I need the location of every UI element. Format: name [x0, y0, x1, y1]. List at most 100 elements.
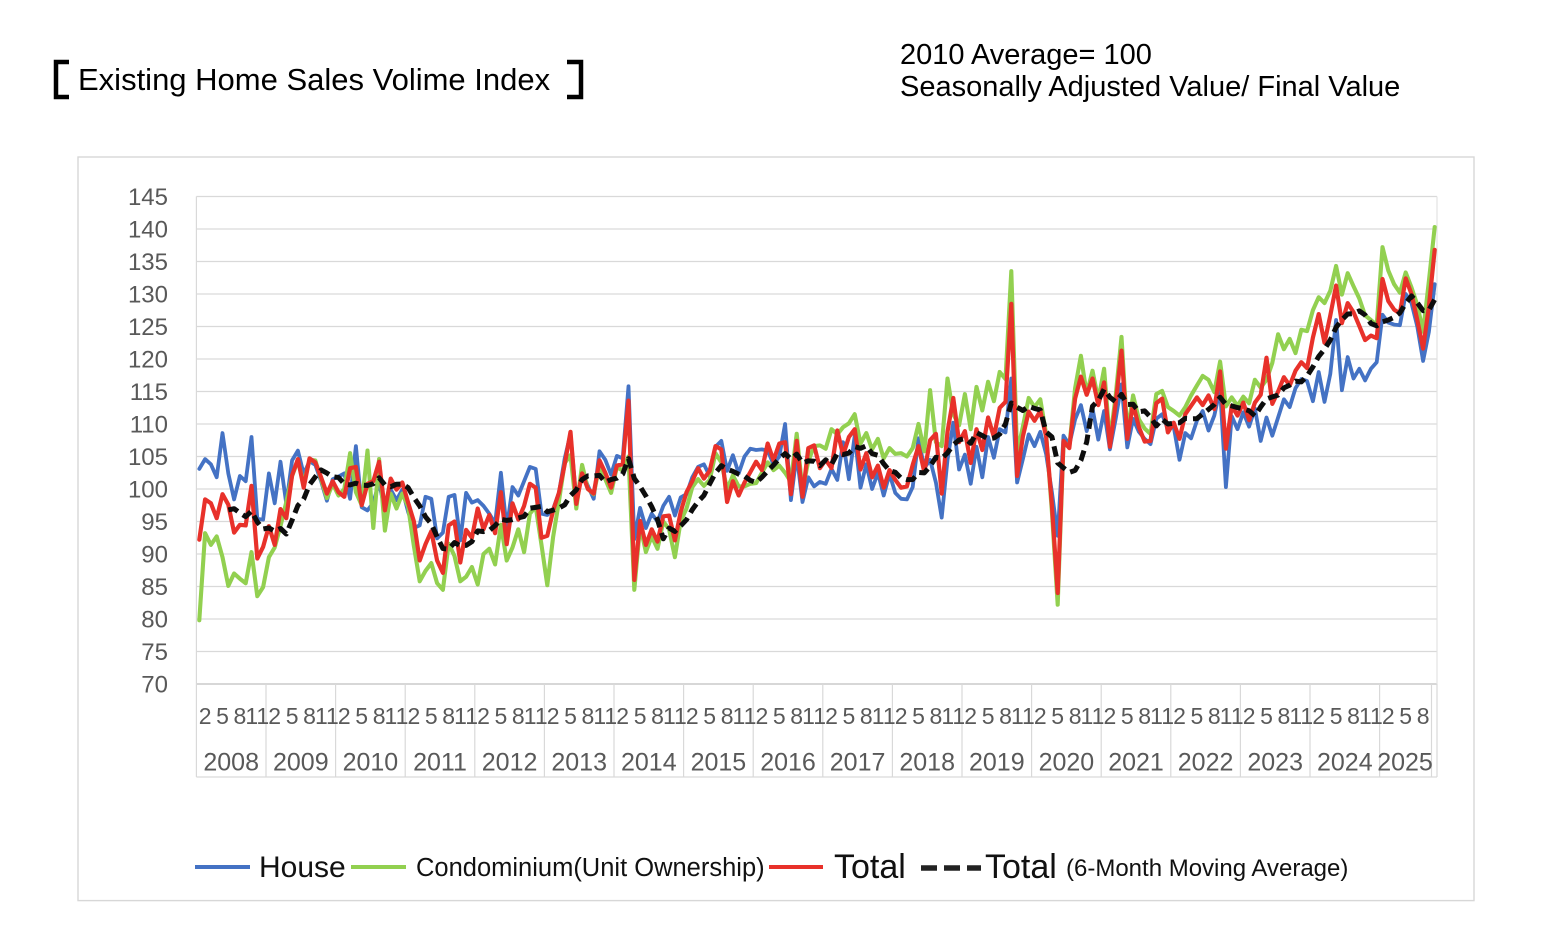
svg-text:2: 2: [1312, 703, 1325, 729]
svg-text:2: 2: [1382, 703, 1395, 729]
svg-text:2: 2: [756, 703, 769, 729]
svg-text:110: 110: [130, 412, 168, 439]
svg-text:5: 5: [425, 703, 438, 729]
svg-text:2: 2: [477, 703, 490, 729]
svg-text:11: 11: [524, 703, 548, 729]
svg-text:11: 11: [593, 703, 617, 729]
svg-text:8: 8: [373, 703, 386, 729]
svg-text:8: 8: [860, 703, 873, 729]
svg-text:145: 145: [128, 184, 168, 211]
svg-text:5: 5: [843, 703, 856, 729]
svg-text:2013: 2013: [551, 749, 607, 777]
svg-text:8: 8: [582, 703, 595, 729]
svg-text:Condominium(Unit Ownership): Condominium(Unit Ownership): [416, 854, 765, 882]
svg-text:5: 5: [564, 703, 577, 729]
svg-text:8: 8: [651, 703, 664, 729]
svg-text:90: 90: [141, 542, 168, 569]
svg-text:11: 11: [872, 703, 896, 729]
svg-text:2022: 2022: [1178, 749, 1234, 777]
svg-text:135: 135: [128, 249, 168, 276]
svg-text:11: 11: [1150, 703, 1174, 729]
svg-text:140: 140: [128, 217, 168, 244]
svg-text:70: 70: [141, 672, 168, 699]
svg-text:5: 5: [1121, 703, 1134, 729]
svg-text:2: 2: [547, 703, 560, 729]
svg-text:8: 8: [1417, 703, 1430, 729]
svg-text:2019: 2019: [969, 749, 1025, 777]
svg-text:2023: 2023: [1247, 749, 1303, 777]
svg-text:8: 8: [790, 703, 803, 729]
svg-text:2: 2: [1243, 703, 1256, 729]
svg-text:8: 8: [1069, 703, 1082, 729]
svg-text:2: 2: [1173, 703, 1186, 729]
svg-text:11: 11: [385, 703, 409, 729]
svg-text:11: 11: [315, 703, 339, 729]
svg-text:8: 8: [1208, 703, 1221, 729]
svg-text:11: 11: [1081, 703, 1105, 729]
svg-text:2: 2: [686, 703, 699, 729]
svg-text:2024: 2024: [1317, 749, 1373, 777]
svg-text:11: 11: [663, 703, 687, 729]
svg-text:11: 11: [1011, 703, 1035, 729]
svg-text:2020: 2020: [1039, 749, 1095, 777]
svg-text:Total: Total: [834, 848, 906, 886]
svg-text:11: 11: [454, 703, 478, 729]
svg-text:2014: 2014: [621, 749, 677, 777]
svg-text:5: 5: [982, 703, 995, 729]
svg-text:5: 5: [286, 703, 299, 729]
svg-text:2: 2: [268, 703, 281, 729]
svg-text:95: 95: [141, 509, 168, 536]
svg-text:11: 11: [245, 703, 269, 729]
svg-text:5: 5: [1330, 703, 1343, 729]
svg-text:8: 8: [930, 703, 943, 729]
svg-text:2: 2: [199, 703, 212, 729]
svg-text:2017: 2017: [830, 749, 886, 777]
svg-text:5: 5: [216, 703, 229, 729]
svg-text:11: 11: [733, 703, 757, 729]
svg-text:2018: 2018: [899, 749, 955, 777]
svg-text:House: House: [259, 851, 346, 884]
svg-text:11: 11: [941, 703, 965, 729]
svg-text:8: 8: [721, 703, 734, 729]
svg-text:2008: 2008: [203, 749, 259, 777]
svg-text:Total: Total: [985, 848, 1057, 886]
svg-text:5: 5: [355, 703, 368, 729]
svg-text:120: 120: [128, 347, 168, 374]
svg-text:2: 2: [408, 703, 421, 729]
svg-text:5: 5: [1260, 703, 1273, 729]
svg-text:2: 2: [895, 703, 908, 729]
svg-text:2011: 2011: [413, 749, 467, 777]
svg-text:5: 5: [1191, 703, 1204, 729]
svg-text:2009: 2009: [273, 749, 329, 777]
svg-text:2: 2: [825, 703, 838, 729]
svg-text:130: 130: [128, 282, 168, 309]
svg-text:Existing Home Sales Volime In: Existing Home Sales Volime Index: [78, 62, 551, 97]
svg-text:2010: 2010: [343, 749, 399, 777]
svg-text:8: 8: [303, 703, 316, 729]
svg-text:2010 Average= 100: 2010 Average= 100: [900, 39, 1152, 71]
svg-text:8: 8: [1347, 703, 1360, 729]
svg-text:2016: 2016: [760, 749, 816, 777]
svg-text:11: 11: [1220, 703, 1244, 729]
svg-text:2: 2: [616, 703, 629, 729]
svg-text:5: 5: [1051, 703, 1064, 729]
svg-text:100: 100: [128, 477, 168, 504]
svg-text:5: 5: [1399, 703, 1412, 729]
svg-text:11: 11: [1289, 703, 1313, 729]
svg-text:5: 5: [773, 703, 786, 729]
svg-text:2: 2: [1034, 703, 1047, 729]
svg-text:(6-Month Moving Average): (6-Month Moving Average): [1066, 855, 1348, 882]
svg-text:5: 5: [495, 703, 508, 729]
svg-text:8: 8: [442, 703, 455, 729]
svg-text:5: 5: [703, 703, 716, 729]
svg-text:2012: 2012: [482, 749, 538, 777]
svg-text:8: 8: [1278, 703, 1291, 729]
svg-text:2015: 2015: [691, 749, 747, 777]
svg-text:2: 2: [338, 703, 351, 729]
svg-text:8: 8: [234, 703, 247, 729]
svg-text:5: 5: [912, 703, 925, 729]
svg-text:8: 8: [999, 703, 1012, 729]
svg-text:11: 11: [802, 703, 826, 729]
svg-text:2021: 2021: [1108, 749, 1164, 777]
svg-text:115: 115: [130, 379, 168, 406]
